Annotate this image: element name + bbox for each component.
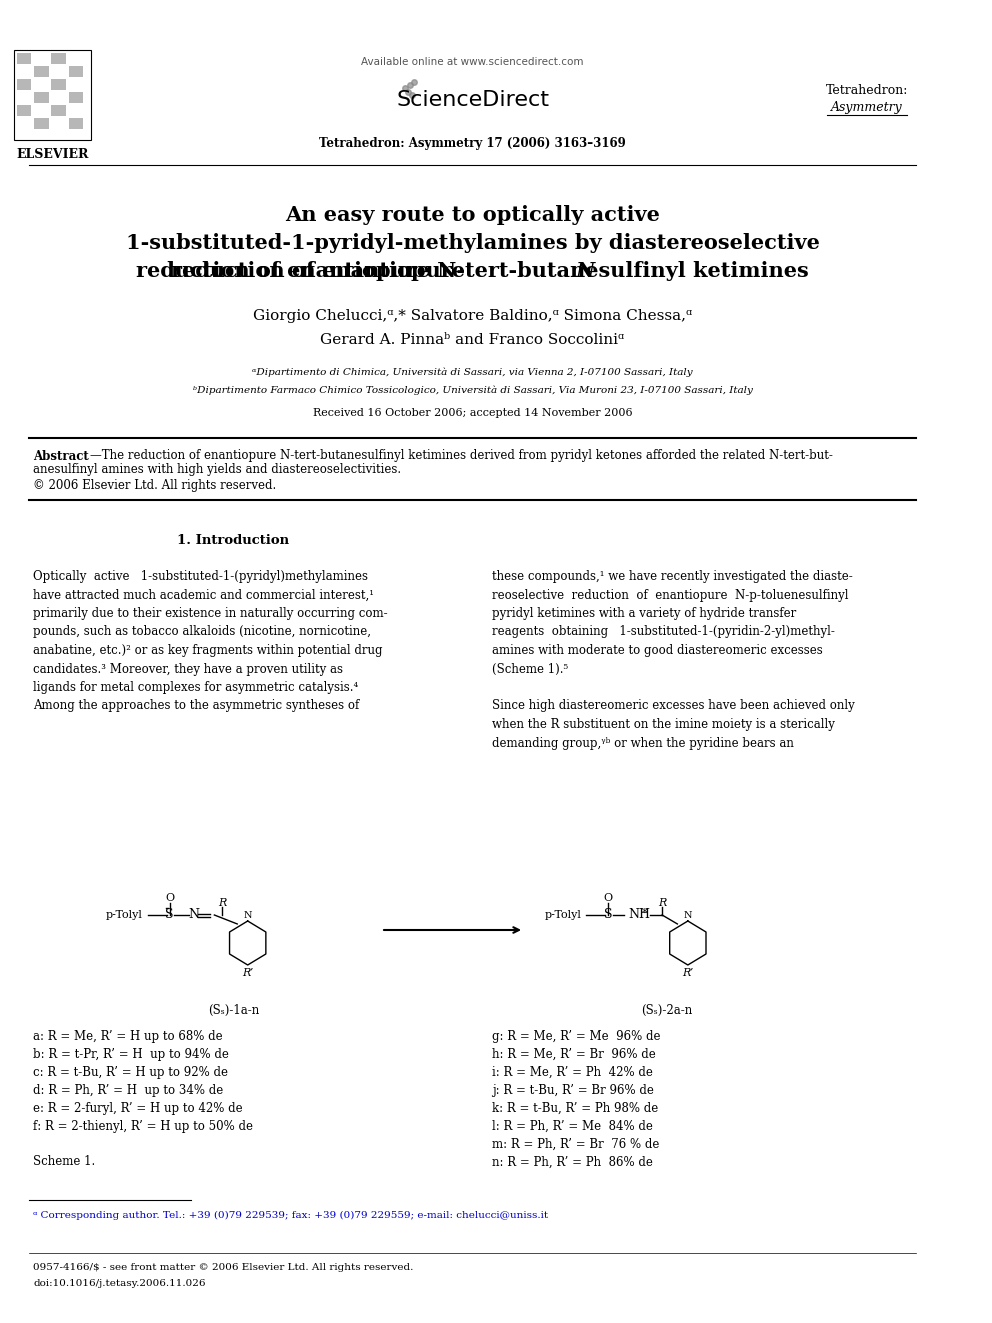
Text: Tetrahedron:: Tetrahedron: <box>825 83 908 97</box>
Text: these compounds,¹ we have recently investigated the diaste-
reoselective  reduct: these compounds,¹ we have recently inves… <box>492 570 854 750</box>
Text: An easy route to optically active: An easy route to optically active <box>285 205 660 225</box>
Text: reduction of enantiopure N‑⁠tert‑butanesulfinyl ketimines: reduction of enantiopure N‑⁠tert‑butanes… <box>136 261 808 280</box>
Text: Received 16 October 2006; accepted 14 November 2006: Received 16 October 2006; accepted 14 No… <box>312 407 632 418</box>
Bar <box>52 79 65 90</box>
Text: doi:10.1016/j.tetasy.2006.11.026: doi:10.1016/j.tetasy.2006.11.026 <box>34 1278 206 1287</box>
Bar <box>14 50 90 140</box>
Bar <box>17 105 32 116</box>
Text: S: S <box>603 909 612 922</box>
Text: Optically  active   1-substituted-1-(pyridyl)methylamines
have attracted much ac: Optically active 1-substituted-1-(pyridy… <box>34 570 388 713</box>
Bar <box>35 66 49 77</box>
Text: reduction of enantiopure: reduction of enantiopure <box>172 261 472 280</box>
Text: NH: NH <box>629 909 651 922</box>
Bar <box>52 53 65 64</box>
Text: R: R <box>658 898 667 908</box>
Text: N: N <box>683 912 692 921</box>
Text: R’: R’ <box>682 968 693 978</box>
Text: Tetrahedron: Asymmetry 17 (2006) 3163–3169: Tetrahedron: Asymmetry 17 (2006) 3163–31… <box>319 136 626 149</box>
Text: ᵅ Corresponding author. Tel.: +39 (0)79 229539; fax: +39 (0)79 229559; e-mail: c: ᵅ Corresponding author. Tel.: +39 (0)79 … <box>34 1211 549 1220</box>
Text: O: O <box>603 893 612 904</box>
Text: S: S <box>166 909 174 922</box>
Text: ELSEVIER: ELSEVIER <box>16 148 88 161</box>
Text: N: N <box>472 261 595 280</box>
Bar <box>68 118 83 130</box>
Text: p-Tolyl: p-Tolyl <box>106 910 143 919</box>
Text: © 2006 Elsevier Ltd. All rights reserved.: © 2006 Elsevier Ltd. All rights reserved… <box>34 479 277 492</box>
Bar <box>35 118 49 130</box>
Text: R: R <box>218 898 226 908</box>
Text: Scheme 1.: Scheme 1. <box>34 1155 95 1168</box>
Text: Available online at www.sciencedirect.com: Available online at www.sciencedirect.co… <box>361 57 583 67</box>
Text: ScienceDirect: ScienceDirect <box>396 90 549 110</box>
Text: R’: R’ <box>242 968 253 978</box>
Text: O: O <box>165 893 175 904</box>
Text: a: R = Me, R’ = H up to 68% de
b: R = t-Pr, R’ = H  up to 94% de
c: R = t-Bu, R’: a: R = Me, R’ = H up to 68% de b: R = t-… <box>34 1031 253 1132</box>
Text: N: N <box>243 912 252 921</box>
Bar <box>17 79 32 90</box>
Bar <box>17 53 32 64</box>
Text: Abstract: Abstract <box>34 450 89 463</box>
Bar <box>68 66 83 77</box>
Bar <box>68 93 83 103</box>
Text: (Sₛ)-2a-n: (Sₛ)-2a-n <box>641 1004 692 1016</box>
Text: Asymmetry: Asymmetry <box>831 101 903 114</box>
Text: p-Tolyl: p-Tolyl <box>545 910 581 919</box>
Text: (Sₛ)-1a-n: (Sₛ)-1a-n <box>207 1004 259 1016</box>
Text: 0957-4166/$ - see front matter © 2006 Elsevier Ltd. All rights reserved.: 0957-4166/$ - see front matter © 2006 El… <box>34 1262 414 1271</box>
Text: *: * <box>642 908 648 918</box>
Text: 1-substituted-1-pyridyl-methylamines by diastereoselective: 1-substituted-1-pyridyl-methylamines by … <box>126 233 819 253</box>
Bar <box>52 105 65 116</box>
Text: ᵇDipartimento Farmaco Chimico Tossicologico, Università di Sassari, Via Muroni 2: ᵇDipartimento Farmaco Chimico Tossicolog… <box>192 385 753 394</box>
Text: ᵅDipartimento di Chimica, Università di Sassari, via Vienna 2, I-07100 Sassari, : ᵅDipartimento di Chimica, Università di … <box>252 368 692 377</box>
Text: g: R = Me, R’ = Me  96% de
h: R = Me, R’ = Br  96% de
i: R = Me, R’ = Ph  42% de: g: R = Me, R’ = Me 96% de h: R = Me, R’ … <box>492 1031 660 1170</box>
Text: —The reduction of enantiopure N-tert-butanesulfinyl ketimines derived from pyrid: —The reduction of enantiopure N-tert-but… <box>89 450 832 463</box>
Text: N: N <box>187 909 199 922</box>
Text: Gerard A. Pinnaᵇ and Franco Soccoliniᵅ: Gerard A. Pinnaᵇ and Franco Soccoliniᵅ <box>320 333 625 347</box>
Text: Giorgio Chelucci,ᵅ,* Salvatore Baldino,ᵅ Simona Chessa,ᵅ: Giorgio Chelucci,ᵅ,* Salvatore Baldino,ᵅ… <box>253 310 692 323</box>
Text: anesulfinyl amines with high yields and diastereoselectivities.: anesulfinyl amines with high yields and … <box>34 463 402 476</box>
Bar <box>35 93 49 103</box>
Text: 1. Introduction: 1. Introduction <box>178 533 290 546</box>
